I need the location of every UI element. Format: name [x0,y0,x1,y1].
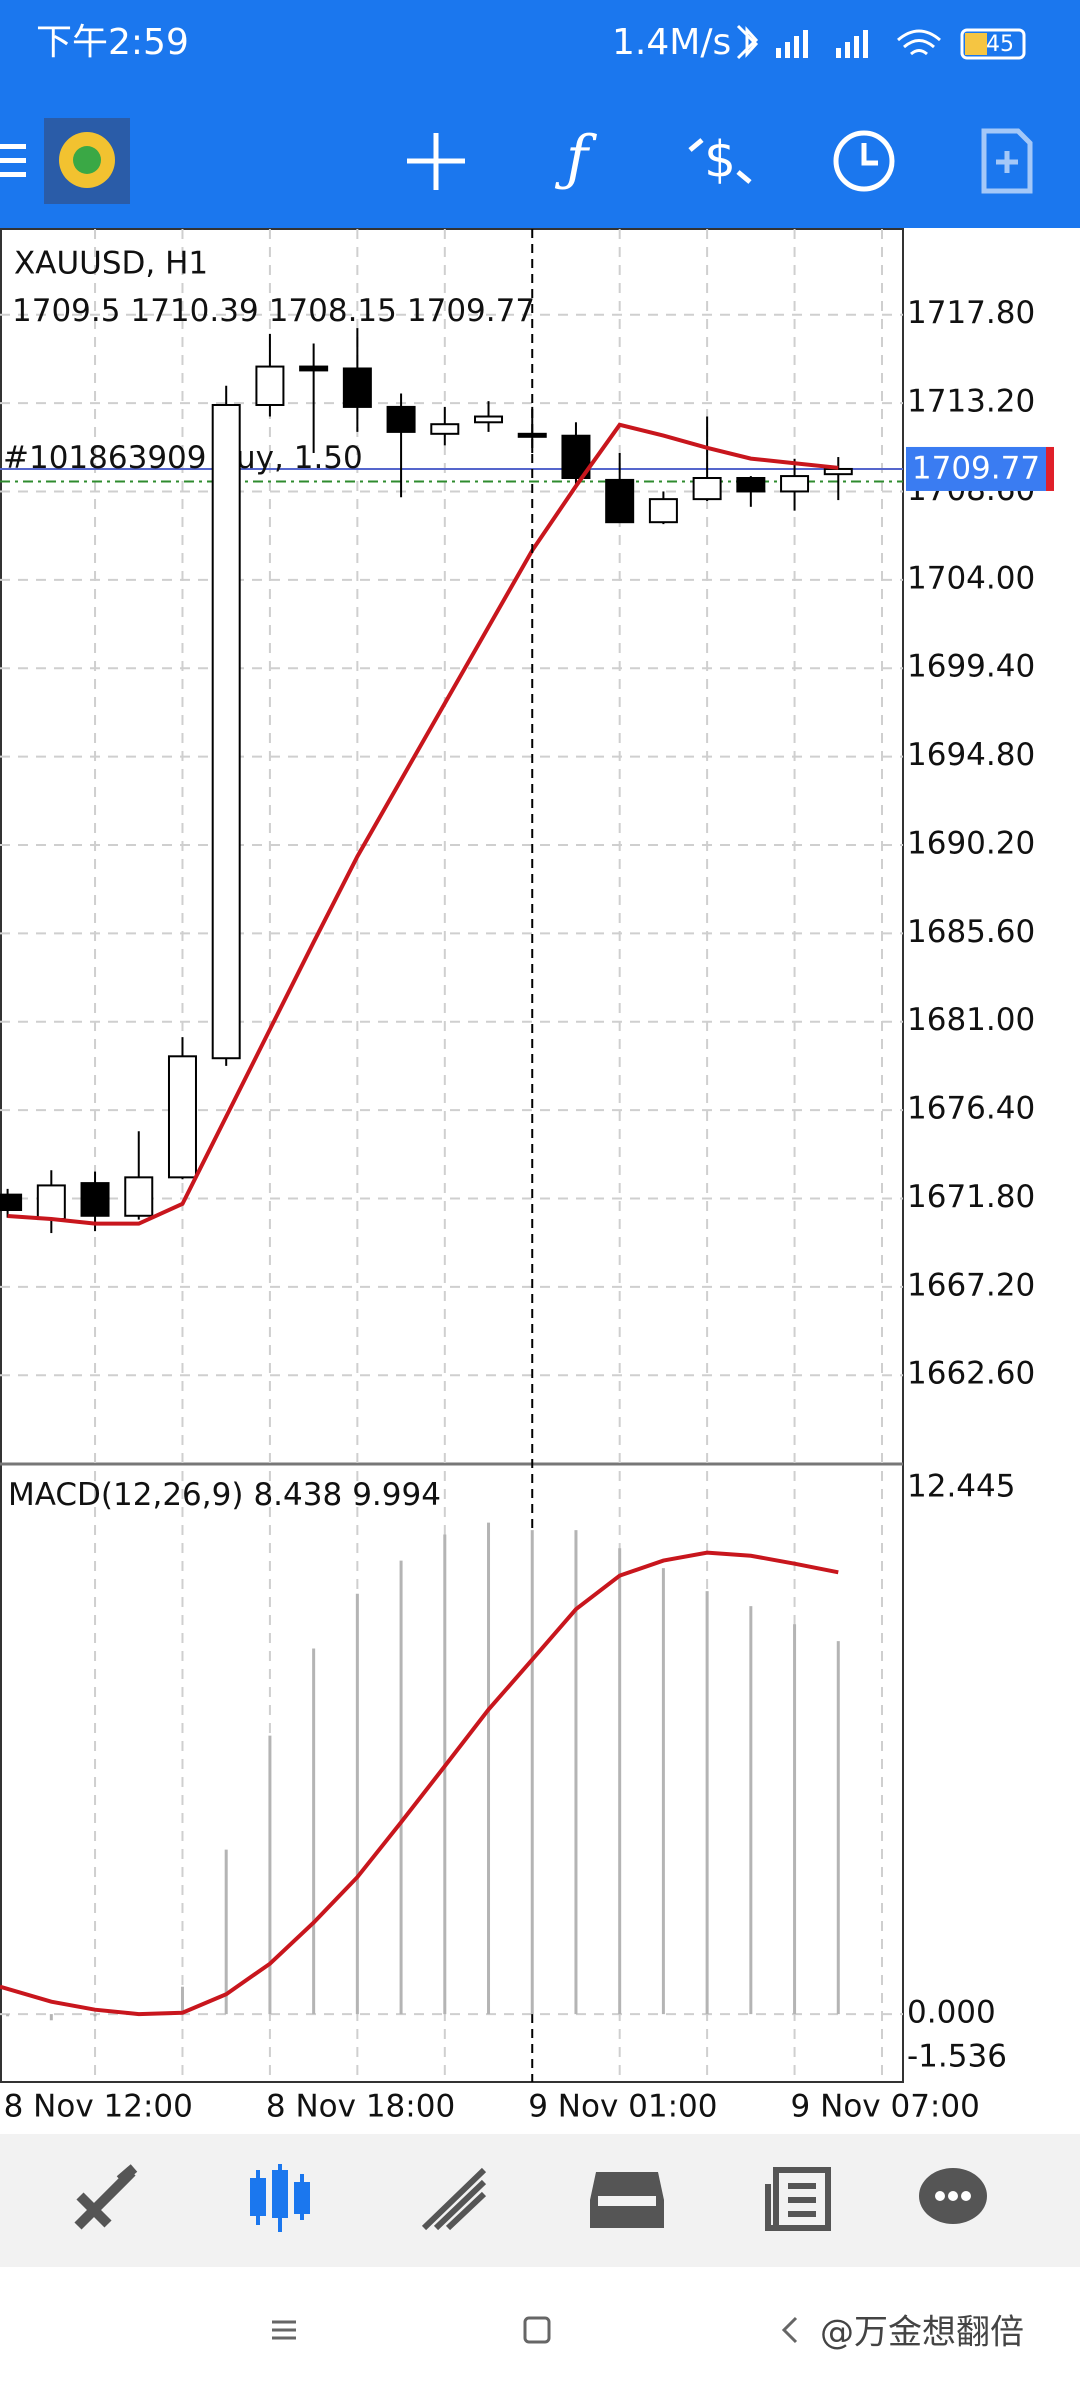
candle-body [474,415,504,424]
new-document-button[interactable] [981,128,1033,194]
candle-body [605,478,635,524]
trade-tab[interactable] [421,2167,487,2231]
ohlc-low: 1708.15 [269,293,397,329]
candle-body [0,1193,23,1212]
candle-body [648,498,678,524]
y-tick-label: 1671.80 [907,1179,1035,1215]
y-tick-label: 0.000 [907,1995,996,2031]
nav-icons [74,2164,987,2232]
y-tick-label: 1685.60 [907,914,1035,950]
app-logo[interactable] [44,118,130,204]
y-tick-label: 1717.80 [907,295,1035,331]
chart-title: XAUUSD, H1 [14,246,208,282]
crosshair-button[interactable] [407,133,465,190]
ohlc-close: 1709.77 [407,293,535,329]
last-price-box [906,446,1046,491]
last-price-marker [1046,446,1054,491]
chat-tab[interactable] [919,2168,987,2224]
plot: 1717.801713.201708.601704.001699.401694.… [0,229,1054,2125]
candle-body [430,423,460,435]
candle-body [736,476,766,493]
system-back[interactable] [781,2316,798,2344]
macd-title: MACD(12,26,9) [8,1477,243,1513]
chart-frame [0,228,904,2083]
ohlc-header: 1709.5 1710.39 1708.15 1709.77 [12,293,535,329]
y-tick-label: 1699.40 [907,649,1035,685]
system-nav [272,2316,798,2344]
candle-body [80,1182,110,1217]
macd-value: 8.438 [253,1477,342,1513]
quotes-tab[interactable] [74,2164,138,2230]
candle-body [692,476,722,501]
signal-value: 9.994 [352,1477,441,1513]
candle-body [386,405,416,433]
y-tick-label: 1667.20 [907,1267,1035,1303]
y-tick-label: 12.445 [907,1469,1015,1505]
y-tick-label: 1681.00 [907,1002,1035,1038]
y-tick-label: 1690.20 [907,825,1035,861]
candle-body [299,365,329,372]
y-tick-label: -1.536 [907,2039,1007,2075]
candle-body [342,367,372,408]
history-button[interactable] [833,130,895,192]
y-tick-label: 1704.00 [907,560,1035,596]
moving-average [7,422,839,1226]
status-speed: 1.4M/s [612,22,731,63]
candle-body [36,1184,66,1221]
macd-signal [0,1550,839,2017]
candle-body [255,365,285,406]
candle-body [823,467,853,476]
watermark: @万金想翻倍 [820,2313,1024,2353]
news-tab[interactable] [765,2167,831,2231]
system-home[interactable] [523,2316,551,2344]
x-tick-label: 9 Nov 01:00 [528,2089,717,2125]
bottom-nav [0,2134,1080,2267]
candle-body [517,432,547,438]
candle-body [167,1055,197,1179]
battery-level [965,33,987,55]
menu-button[interactable] [0,144,26,177]
candle-body [780,475,810,493]
svg-text:$: $ [704,131,736,189]
history-tab[interactable] [590,2172,664,2228]
ohlc-open: 1709.5 [12,293,120,329]
x-tick-label: 8 Nov 12:00 [4,2089,193,2125]
y-tick-label: 1662.60 [907,1356,1035,1392]
candle-body [124,1176,154,1217]
status-time: 下午2:59 [36,22,189,63]
ohlc-high: 1710.39 [130,293,258,329]
trade-label: #101863909 buy, 1.50 [3,440,363,476]
last-price-label: 1709.77 [912,450,1040,486]
status-icons [736,24,1026,60]
chart-tab[interactable] [250,2164,310,2232]
y-tick-label: 1694.80 [907,737,1035,773]
y-tick-label: 1713.20 [907,384,1035,420]
system-menu[interactable] [272,2320,296,2340]
battery-text: 45 [986,32,1014,57]
trade-button[interactable]: $ [688,131,752,189]
y-tick-label: 1676.40 [907,1091,1035,1127]
candle-body [211,403,241,1060]
x-tick-label: 8 Nov 18:00 [266,2089,455,2125]
macd-header: MACD(12,26,9) 8.438 9.994 [8,1477,441,1513]
x-tick-label: 9 Nov 07:00 [791,2089,980,2125]
